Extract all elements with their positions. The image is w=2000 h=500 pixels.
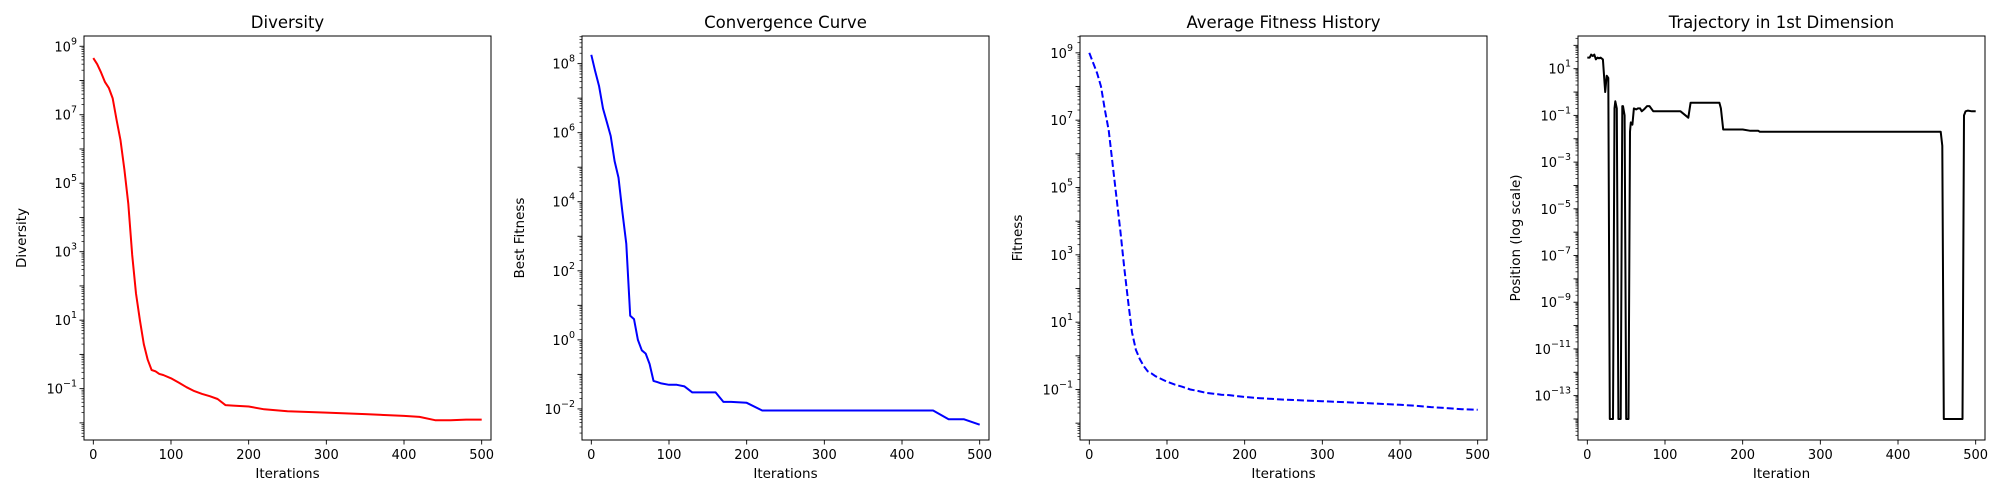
subplot-3: 109 107 105 103 101 10−1 0 100 200 300 400 500 Avera… bbox=[1010, 13, 1490, 482]
x-tick-label: 400 bbox=[1388, 448, 1413, 463]
y-tick-label: 103 bbox=[1050, 245, 1073, 264]
series-line bbox=[1088, 52, 1478, 411]
y-tick-label: 105 bbox=[54, 173, 77, 192]
x-tick-label: 0 bbox=[89, 448, 97, 463]
x-tick-label: 100 bbox=[657, 448, 682, 463]
x-tick-label: 500 bbox=[469, 448, 494, 463]
y-tick-label: 100 bbox=[552, 330, 575, 349]
y-tick-label: 101 bbox=[1050, 312, 1073, 331]
x-tick-label: 500 bbox=[1963, 448, 1988, 463]
x-tick-label: 100 bbox=[1653, 448, 1678, 463]
x-axis-label: Iteration bbox=[1753, 466, 1810, 482]
x-tick-label: 0 bbox=[1085, 448, 1093, 463]
y-tick-label: 10−7 bbox=[1540, 246, 1571, 265]
y-tick-label: 10−1 bbox=[1540, 105, 1571, 124]
y-tick-label: 10−11 bbox=[1534, 339, 1571, 358]
y-axis-label: Fitness bbox=[1010, 215, 1026, 262]
y-tick-label: 10−2 bbox=[544, 399, 575, 418]
chart-title: Trajectory in 1st Dimension bbox=[1668, 13, 1895, 32]
x-axis-label: Iterations bbox=[1251, 466, 1315, 482]
series-line bbox=[590, 54, 981, 426]
subplot-4: 101 10−1 10−3 10−5 10−7 10−9 10−11 10−13 0 100 200… bbox=[1508, 13, 1988, 482]
x-tick-label: 200 bbox=[1232, 448, 1257, 463]
y-tick-label: 101 bbox=[54, 310, 77, 329]
x-axis-label: Iterations bbox=[255, 466, 319, 482]
x-tick-label: 0 bbox=[1583, 448, 1591, 463]
y-tick-label: 10−13 bbox=[1534, 386, 1571, 405]
x-tick-label: 200 bbox=[1730, 448, 1755, 463]
subplot-2: 108 106 104 102 100 10−2 0 100 200 300 400 500 Conve… bbox=[512, 13, 992, 482]
x-tick-label: 300 bbox=[1310, 448, 1335, 463]
y-tick-label: 10−5 bbox=[1540, 199, 1571, 218]
x-tick-label: 300 bbox=[1808, 448, 1833, 463]
chart-title: Convergence Curve bbox=[704, 13, 867, 32]
y-tick-label: 103 bbox=[54, 242, 77, 261]
x-tick-label: 100 bbox=[159, 448, 184, 463]
series-line bbox=[1587, 53, 1976, 420]
subplot-1: 109 107 105 103 101 10−1 0 100 200 300 400 500 Diver… bbox=[14, 13, 494, 482]
y-tick-label: 10−1 bbox=[46, 379, 77, 398]
chart-title: Average Fitness History bbox=[1186, 13, 1380, 32]
y-axis-label: Diversity bbox=[14, 208, 30, 268]
x-tick-label: 500 bbox=[1465, 448, 1490, 463]
y-tick-label: 101 bbox=[1548, 59, 1571, 78]
x-tick-label: 200 bbox=[734, 448, 759, 463]
x-tick-label: 300 bbox=[812, 448, 837, 463]
y-tick-label: 102 bbox=[552, 261, 575, 280]
y-tick-label: 107 bbox=[1050, 110, 1073, 129]
x-tick-label: 400 bbox=[1886, 448, 1911, 463]
x-axis-label: Iterations bbox=[753, 466, 817, 482]
axes-frame bbox=[581, 35, 990, 441]
y-tick-label: 10−9 bbox=[1540, 292, 1571, 311]
y-tick-label: 10−3 bbox=[1540, 152, 1571, 171]
x-tick-label: 400 bbox=[890, 448, 915, 463]
y-axis-label: Best Fitness bbox=[512, 198, 528, 279]
x-tick-label: 100 bbox=[1155, 448, 1180, 463]
axes-frame bbox=[1079, 35, 1488, 441]
y-tick-label: 106 bbox=[552, 123, 575, 142]
y-tick-label: 10−1 bbox=[1042, 380, 1073, 399]
y-tick-label: 109 bbox=[1050, 43, 1073, 62]
y-tick-label: 107 bbox=[54, 105, 77, 124]
y-tick-label: 108 bbox=[552, 54, 575, 73]
y-tick-label: 105 bbox=[1050, 178, 1073, 197]
x-tick-label: 0 bbox=[587, 448, 595, 463]
axes-frame bbox=[83, 35, 492, 441]
axes-frame bbox=[1577, 35, 1986, 441]
series-line bbox=[92, 57, 482, 422]
y-tick-label: 109 bbox=[54, 36, 77, 55]
chart-title: Diversity bbox=[251, 13, 325, 32]
x-tick-label: 200 bbox=[236, 448, 261, 463]
y-tick-label: 104 bbox=[552, 192, 575, 211]
y-axis-label: Position (log scale) bbox=[1508, 174, 1524, 301]
x-tick-label: 300 bbox=[314, 448, 339, 463]
x-tick-label: 400 bbox=[392, 448, 417, 463]
x-tick-label: 500 bbox=[967, 448, 992, 463]
